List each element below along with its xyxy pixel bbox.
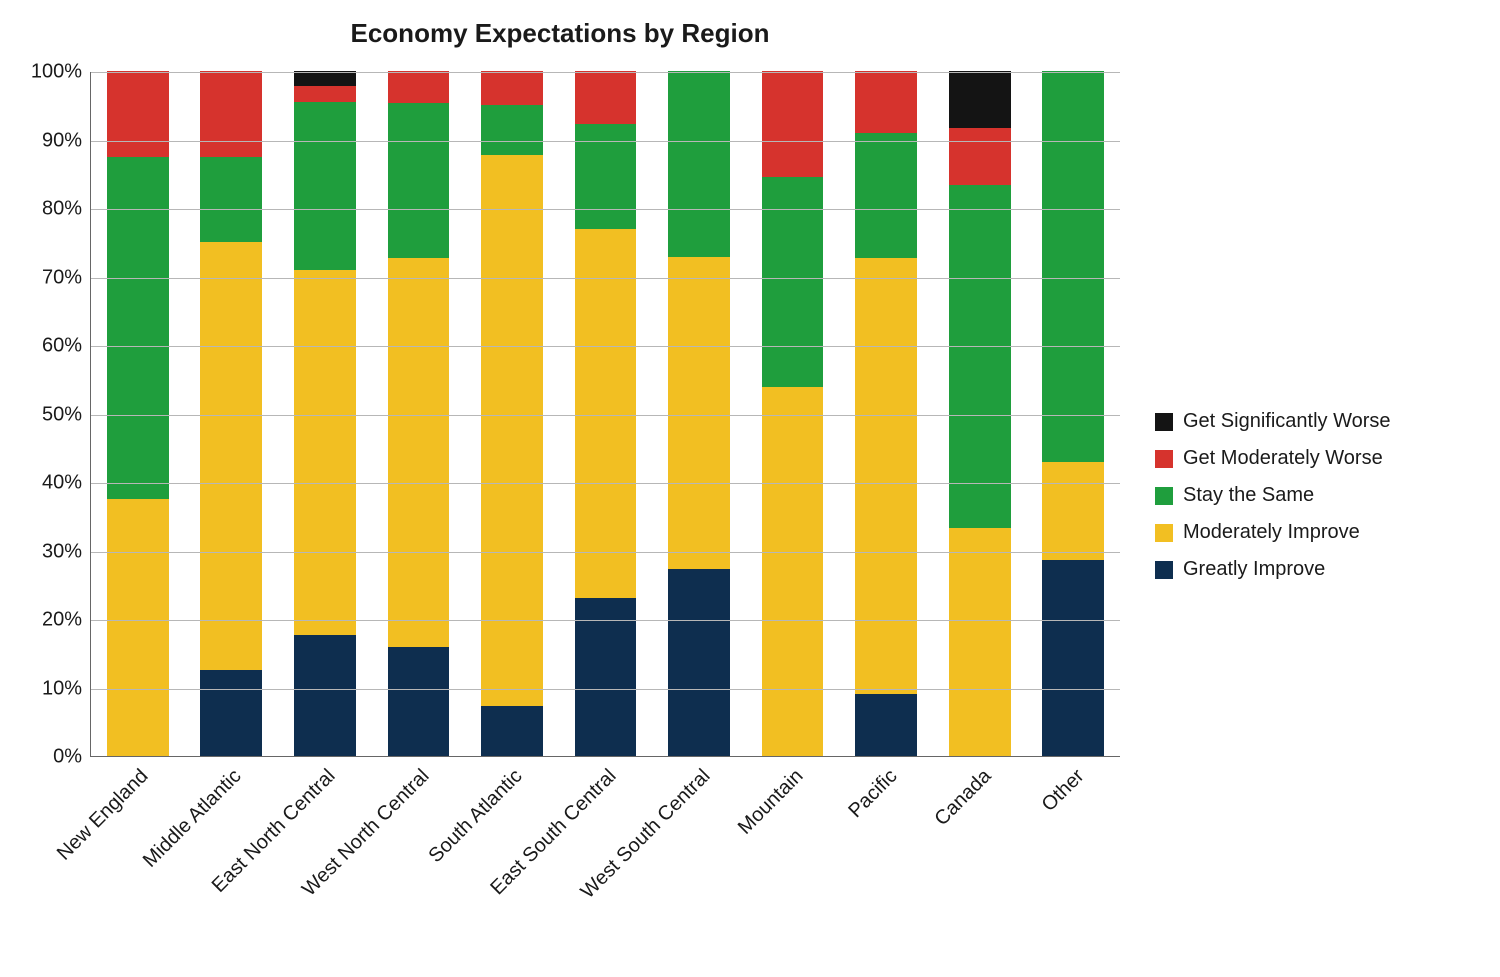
- gridline: [91, 620, 1120, 621]
- bar-segment-greatly-improve: [855, 694, 917, 756]
- bar-segment-get-moderately-worse: [949, 128, 1011, 186]
- y-tick-label: 10%: [12, 677, 82, 700]
- bar: [668, 71, 730, 756]
- gridline: [91, 552, 1120, 553]
- bar-segment-moderately-improve: [575, 229, 637, 598]
- y-tick-label: 30%: [12, 540, 82, 563]
- bar-segment-get-moderately-worse: [762, 71, 824, 176]
- gridline: [91, 209, 1120, 210]
- legend-item-moderately-improve: Moderately Improve: [1155, 521, 1391, 544]
- bar-segment-get-moderately-worse: [294, 86, 356, 102]
- x-tick-label: Pacific: [844, 765, 902, 823]
- y-tick-label: 40%: [12, 472, 82, 495]
- legend-item-greatly-improve: Greatly Improve: [1155, 558, 1391, 581]
- bar-segment-stay-the-same: [668, 71, 730, 257]
- bar-segment-stay-the-same: [107, 157, 169, 500]
- bar-segment-get-moderately-worse: [481, 71, 543, 105]
- legend-swatch: [1155, 413, 1173, 431]
- bar-segment-stay-the-same: [1042, 71, 1104, 462]
- bar-segment-get-moderately-worse: [107, 71, 169, 157]
- x-tick-label: Canada: [930, 765, 996, 831]
- bar-segment-greatly-improve: [481, 706, 543, 756]
- legend-swatch: [1155, 561, 1173, 579]
- legend-swatch: [1155, 450, 1173, 468]
- legend-item-get-significantly-worse: Get Significantly Worse: [1155, 410, 1391, 433]
- y-tick-label: 60%: [12, 335, 82, 358]
- bar-segment-greatly-improve: [1042, 560, 1104, 756]
- bar-segment-greatly-improve: [575, 598, 637, 756]
- legend-item-stay-the-same: Stay the Same: [1155, 484, 1391, 507]
- bar-segment-moderately-improve: [668, 257, 730, 569]
- x-tick-label: New England: [53, 765, 153, 865]
- bar: [1042, 71, 1104, 756]
- bar-segment-moderately-improve: [107, 499, 169, 756]
- bar-segment-moderately-improve: [481, 155, 543, 706]
- bar-segment-stay-the-same: [294, 102, 356, 271]
- legend-swatch: [1155, 487, 1173, 505]
- bar-segment-stay-the-same: [949, 185, 1011, 528]
- gridline: [91, 346, 1120, 347]
- legend: Get Significantly Worse Get Moderately Wo…: [1155, 410, 1391, 581]
- bar-segment-get-moderately-worse: [575, 71, 637, 124]
- bar-segment-stay-the-same: [200, 157, 262, 243]
- legend-item-get-moderately-worse: Get Moderately Worse: [1155, 447, 1391, 470]
- bar-segment-get-moderately-worse: [200, 71, 262, 157]
- chart-container: Economy Expectations by Region New Engla…: [0, 0, 1500, 977]
- plot-area: [90, 72, 1120, 757]
- bar-segment-greatly-improve: [668, 569, 730, 756]
- legend-swatch: [1155, 524, 1173, 542]
- bar-segment-greatly-improve: [294, 635, 356, 756]
- bar-segment-moderately-improve: [294, 270, 356, 634]
- gridline: [91, 689, 1120, 690]
- gridline: [91, 141, 1120, 142]
- chart-title: Economy Expectations by Region: [0, 18, 1120, 49]
- bar-segment-moderately-improve: [200, 242, 262, 670]
- bar-segment-get-significantly-worse: [949, 71, 1011, 128]
- legend-label: Stay the Same: [1183, 484, 1314, 507]
- gridline: [91, 278, 1120, 279]
- bar: [481, 71, 543, 756]
- bar-segment-moderately-improve: [1042, 462, 1104, 560]
- bar-segment-stay-the-same: [855, 133, 917, 258]
- bar-segment-stay-the-same: [481, 105, 543, 155]
- bar-segment-stay-the-same: [388, 103, 450, 258]
- bar-segment-moderately-improve: [388, 258, 450, 647]
- legend-label: Greatly Improve: [1183, 558, 1325, 581]
- bar-segment-moderately-improve: [762, 387, 824, 756]
- y-tick-label: 50%: [12, 403, 82, 426]
- legend-label: Get Significantly Worse: [1183, 410, 1391, 433]
- bar-segment-get-moderately-worse: [855, 71, 917, 133]
- gridline: [91, 72, 1120, 73]
- bar: [107, 71, 169, 756]
- legend-label: Get Moderately Worse: [1183, 447, 1383, 470]
- legend-label: Moderately Improve: [1183, 521, 1360, 544]
- gridline: [91, 483, 1120, 484]
- x-tick-label: Other: [1038, 765, 1090, 817]
- y-tick-label: 70%: [12, 266, 82, 289]
- x-tick-label: Mountain: [734, 765, 808, 839]
- x-tick-label: Middle Atlantic: [139, 765, 246, 872]
- y-tick-label: 90%: [12, 129, 82, 152]
- bar-segment-moderately-improve: [949, 528, 1011, 756]
- bar-segment-get-significantly-worse: [294, 71, 356, 86]
- bar-segment-get-moderately-worse: [388, 71, 450, 103]
- bar-segment-greatly-improve: [200, 670, 262, 756]
- y-tick-label: 100%: [12, 61, 82, 84]
- y-tick-label: 80%: [12, 198, 82, 221]
- gridline: [91, 415, 1120, 416]
- bar-segment-greatly-improve: [388, 647, 450, 756]
- y-tick-label: 0%: [12, 746, 82, 769]
- bar-segment-moderately-improve: [855, 258, 917, 694]
- bar: [200, 71, 262, 756]
- y-tick-label: 20%: [12, 609, 82, 632]
- x-tick-label: South Atlantic: [425, 765, 528, 868]
